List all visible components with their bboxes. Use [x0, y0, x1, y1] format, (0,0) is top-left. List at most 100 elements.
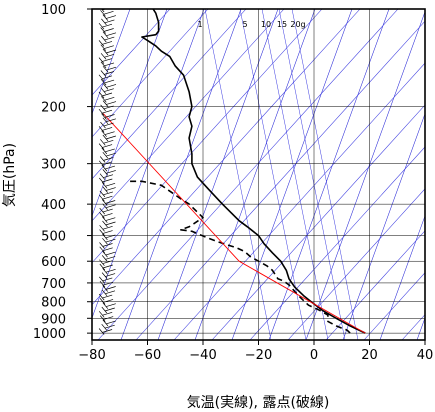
wind-barb [102, 83, 117, 90]
wind-barb [99, 315, 114, 322]
adiabat-line [401, 314, 425, 340]
x-tick-label: 20 [361, 348, 378, 363]
isotherm-line [342, 113, 425, 340]
adiabat-line [325, 230, 425, 340]
wind-barb [102, 237, 116, 245]
isotherm-line [305, 10, 425, 340]
wind-barbs [98, 9, 117, 335]
wind-barb [99, 280, 114, 288]
x-axis-title: 気温(実線), 露点(破線) [187, 395, 330, 411]
wind-barb [102, 134, 117, 142]
isotherm-line [194, 9, 316, 340]
y-tick-label: 800 [41, 296, 66, 311]
mixing-ratio-label: 20g [290, 20, 305, 29]
mixing-ratio-line [239, 9, 307, 340]
wind-barb [98, 22, 113, 30]
wind-barb [100, 121, 114, 129]
wind-barb [99, 246, 113, 254]
wind-barb [100, 70, 115, 77]
y-tick-label: 1000 [33, 327, 66, 342]
mixing-ratio-line [261, 9, 329, 340]
wind-barb [99, 212, 113, 219]
wind-barb [99, 298, 114, 305]
adiabat-line [92, 9, 323, 264]
wind-barb [100, 53, 115, 60]
adiabat-line [92, 9, 247, 180]
adiabat-line [92, 9, 361, 306]
wind-barb [101, 289, 116, 297]
wind-barb [102, 186, 116, 193]
wind-barb [101, 199, 116, 206]
wind-barb [101, 18, 115, 26]
wind-barb [99, 225, 113, 232]
mixing-ratio-line [278, 9, 346, 340]
x-tick-label: 0 [310, 348, 318, 363]
adiabat-line [287, 188, 425, 340]
wind-barb [101, 182, 116, 189]
wind-barb [99, 259, 113, 266]
adiabat-line [92, 9, 209, 138]
x-tick-label: −60 [134, 348, 161, 363]
parcel-line [102, 113, 366, 334]
wind-barb [102, 14, 117, 21]
adiabat-line [135, 20, 425, 340]
isotherm-line [157, 9, 279, 340]
mixing-ratio-label: 5 [242, 20, 247, 29]
adiabat-line [173, 62, 425, 340]
wind-barb [98, 160, 113, 168]
wind-barb [98, 40, 113, 47]
wind-barb [98, 108, 113, 116]
x-tick-label: −80 [78, 348, 105, 363]
background-reference-lines [92, 9, 425, 340]
wind-barb [99, 263, 113, 271]
wind-barb [102, 65, 117, 73]
mixing-ratio-line [204, 9, 272, 340]
wind-barb [101, 255, 116, 262]
wind-barb [98, 57, 113, 64]
wind-barb [98, 293, 113, 301]
mixing-ratio-label: 10 [261, 20, 271, 29]
isotherm-line [92, 9, 205, 319]
mixing-ratio-line [291, 9, 359, 340]
wind-barb [100, 44, 114, 51]
wind-barb [99, 229, 113, 236]
x-tick-label: −20 [245, 348, 272, 363]
wind-barb [101, 113, 115, 120]
wind-barb [101, 35, 115, 43]
adiabat-line [97, 9, 399, 340]
wind-barb [101, 323, 115, 331]
y-tick-label: 600 [41, 255, 66, 270]
x-tick-label: 40 [417, 348, 434, 363]
isotherm-line [120, 9, 242, 340]
sounding-profiles [102, 9, 366, 334]
y-tick-label: 900 [41, 312, 66, 327]
y-tick-label: 700 [41, 277, 66, 292]
x-axis: −80 −60 −40 −20 0 20 40 [78, 340, 433, 363]
mixing-ratio-labels: 1 5 10 15 20g [197, 20, 305, 29]
wind-barb [100, 61, 115, 69]
y-tick-label: 200 [41, 101, 66, 116]
isotherm-line [416, 317, 425, 340]
wind-barb [102, 169, 116, 176]
y-axis-title: 気圧(hPa) [2, 143, 18, 207]
wind-barb [100, 10, 114, 17]
y-tick-label: 100 [41, 3, 66, 18]
wind-barb [98, 143, 113, 150]
wind-barb [99, 156, 114, 163]
mixing-ratio-label: 1 [197, 20, 202, 29]
wind-barb [98, 74, 113, 82]
wind-barb [99, 194, 113, 202]
wind-barb [98, 328, 113, 335]
wind-barb [102, 151, 116, 159]
wind-barb [100, 139, 114, 146]
wind-barb [101, 96, 115, 103]
wind-barb [100, 78, 115, 86]
adiabat-line [363, 272, 425, 340]
wind-barb [98, 126, 113, 133]
wind-barb [102, 100, 117, 107]
wind-barb [102, 216, 116, 223]
temperature-line [141, 9, 366, 334]
wind-barb [100, 104, 114, 112]
